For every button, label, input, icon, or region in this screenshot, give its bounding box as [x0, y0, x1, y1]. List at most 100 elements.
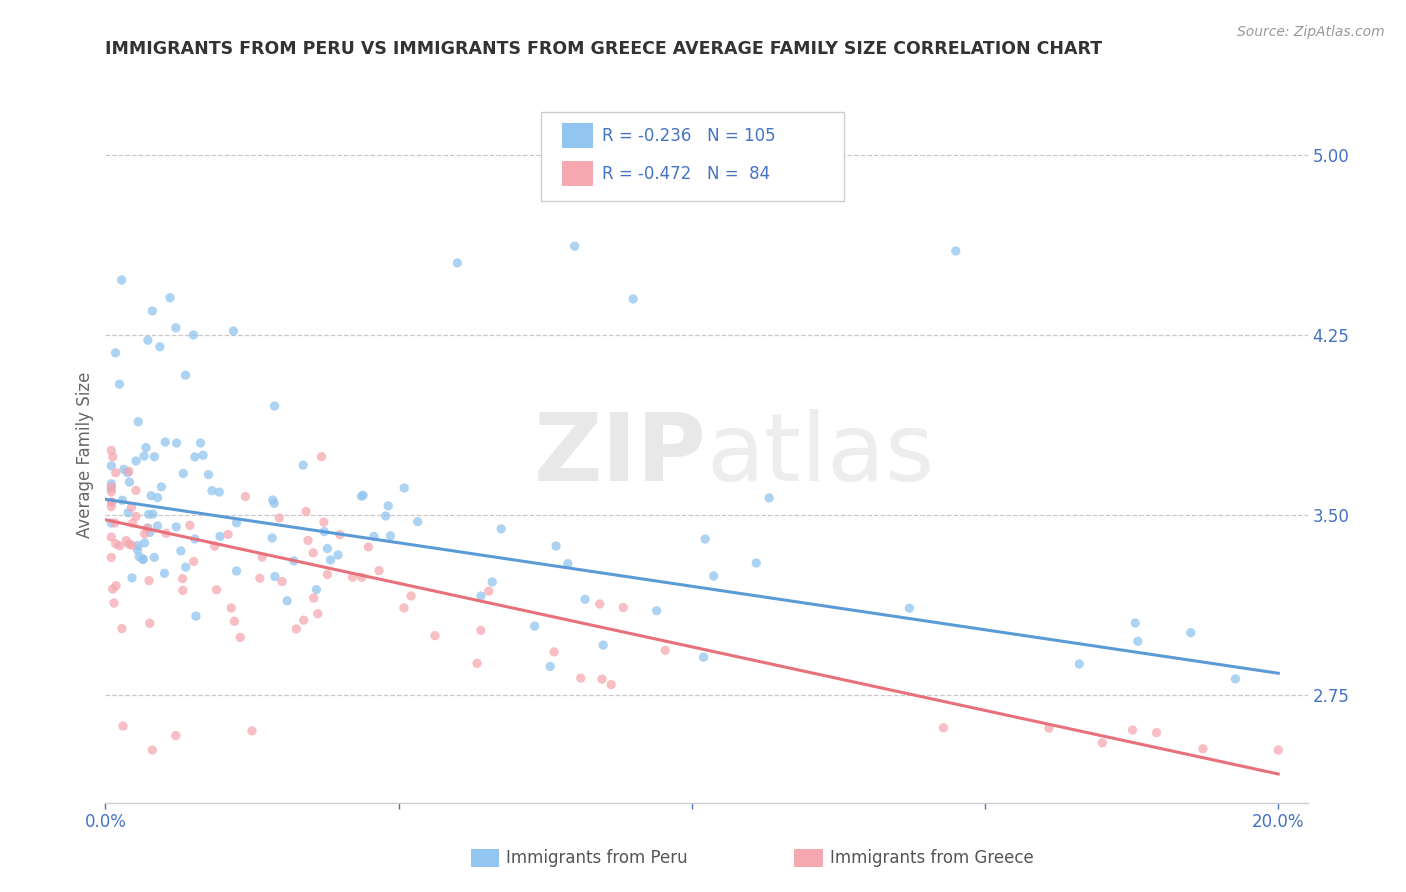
Point	[250, 550, 273, 565]
Point	[249, 571, 271, 585]
Point	[229, 631, 252, 645]
Point	[172, 583, 194, 598]
Point	[134, 536, 156, 550]
Point	[329, 527, 352, 541]
Point	[316, 567, 339, 582]
Point	[589, 597, 612, 611]
Point	[100, 500, 122, 514]
Text: Immigrants from Greece: Immigrants from Greece	[830, 849, 1033, 867]
Point	[174, 368, 197, 383]
Text: R = -0.236   N = 105: R = -0.236 N = 105	[602, 127, 775, 145]
Point	[155, 526, 177, 541]
Point	[591, 672, 613, 686]
Point	[149, 340, 172, 354]
Point	[103, 596, 125, 610]
Point	[319, 553, 342, 567]
Point	[470, 624, 492, 638]
Point	[1192, 741, 1215, 756]
Point	[263, 399, 285, 413]
Point	[197, 467, 219, 482]
Point	[101, 450, 124, 464]
Point	[117, 506, 139, 520]
Point	[139, 525, 162, 540]
Point	[132, 552, 155, 566]
Point	[139, 616, 162, 631]
Text: Source: ZipAtlas.com: Source: ZipAtlas.com	[1237, 25, 1385, 39]
Point	[446, 256, 468, 270]
Point	[128, 549, 150, 564]
Point	[292, 613, 315, 627]
Point	[104, 516, 127, 530]
Point	[489, 522, 512, 536]
Point	[174, 560, 197, 574]
Point	[222, 324, 245, 338]
Point	[612, 600, 634, 615]
Point	[368, 564, 391, 578]
Point	[342, 570, 364, 584]
Point	[380, 529, 402, 543]
Point	[392, 600, 415, 615]
Text: Immigrants from Peru: Immigrants from Peru	[506, 849, 688, 867]
Point	[263, 496, 285, 510]
Point	[105, 579, 128, 593]
Point	[350, 489, 373, 503]
Point	[142, 507, 165, 521]
Point	[127, 543, 149, 558]
Point	[100, 480, 122, 494]
Point	[240, 723, 263, 738]
Point	[183, 328, 205, 343]
Point	[745, 556, 768, 570]
Point	[136, 521, 159, 535]
Point	[1122, 723, 1144, 737]
Point	[127, 539, 149, 553]
Point	[219, 601, 242, 615]
Point	[121, 516, 143, 531]
Point	[111, 493, 134, 508]
Point	[125, 509, 148, 524]
Point	[592, 638, 614, 652]
Point	[1038, 721, 1060, 735]
Point	[276, 594, 298, 608]
Point	[297, 533, 319, 548]
Point	[134, 527, 156, 541]
Point	[264, 569, 287, 583]
Point	[262, 493, 284, 508]
Text: IMMIGRANTS FROM PERU VS IMMIGRANTS FROM GREECE AVERAGE FAMILY SIZE CORRELATION C: IMMIGRANTS FROM PERU VS IMMIGRANTS FROM …	[105, 40, 1102, 58]
Point	[703, 569, 725, 583]
Point	[311, 450, 333, 464]
Point	[204, 539, 226, 553]
Point	[1069, 657, 1091, 671]
Point	[100, 516, 122, 530]
Point	[159, 291, 181, 305]
Point	[557, 557, 579, 571]
Point	[1126, 634, 1149, 648]
Point	[190, 436, 212, 450]
Point	[127, 415, 149, 429]
Point	[132, 552, 155, 566]
Y-axis label: Average Family Size: Average Family Size	[76, 372, 94, 538]
Point	[205, 582, 228, 597]
Point	[271, 574, 294, 589]
Point	[146, 491, 169, 505]
Point	[100, 458, 122, 473]
Point	[932, 721, 955, 735]
Point	[357, 540, 380, 554]
Point	[481, 574, 503, 589]
Point	[692, 650, 714, 665]
Point	[138, 508, 160, 522]
Point	[225, 516, 247, 530]
Point	[118, 464, 141, 478]
Text: ZIP: ZIP	[534, 409, 707, 501]
Point	[569, 671, 592, 685]
Point	[117, 466, 139, 480]
Point	[111, 622, 134, 636]
Point	[1180, 625, 1202, 640]
Point	[470, 589, 492, 603]
Point	[141, 304, 163, 318]
Point	[574, 592, 596, 607]
Point	[100, 495, 122, 509]
Point	[172, 572, 194, 586]
Point	[121, 538, 143, 552]
Point	[166, 436, 188, 450]
Point	[170, 544, 193, 558]
